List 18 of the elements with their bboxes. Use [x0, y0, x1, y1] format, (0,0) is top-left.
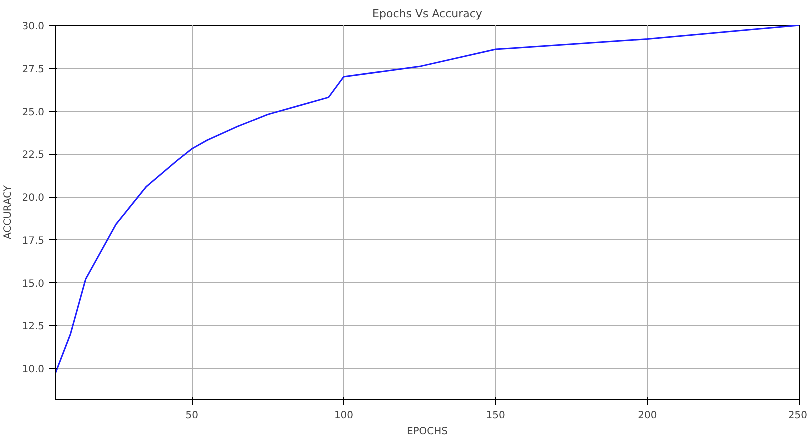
line-series: [56, 26, 800, 375]
y-tick-label: 20.0: [22, 193, 44, 204]
y-tick-label: 30.0: [22, 22, 44, 32]
y-tick-label: 27.5: [22, 64, 44, 76]
x-tick-label: 150: [486, 410, 506, 422]
y-tick-label: 12.5: [22, 322, 44, 333]
y-tick-label: 17.5: [22, 236, 44, 247]
y-tick-label: 25.0: [22, 107, 44, 118]
y-tick-label: 22.5: [22, 150, 44, 162]
x-tick-label: 200: [638, 410, 658, 422]
y-axis-title: ACCURACY: [3, 184, 14, 240]
x-axis-title: EPOCHS: [406, 426, 448, 438]
y-tick-label: 10.0: [22, 364, 44, 376]
x-tick-label: 50: [186, 410, 199, 422]
chart-title: Epochs Vs Accuracy: [372, 8, 483, 20]
x-tick-label: 100: [334, 410, 354, 422]
x-tick-label: 250: [788, 410, 807, 422]
y-tick-label: 15.0: [22, 278, 44, 290]
